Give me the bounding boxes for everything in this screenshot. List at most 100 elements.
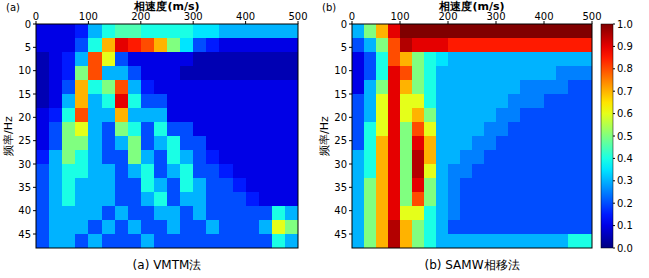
heatmap-cell (400, 38, 413, 53)
heatmap-cell (115, 178, 129, 193)
heatmap-cell (75, 38, 89, 53)
heatmap-cell (412, 66, 425, 81)
heatmap-cell (484, 108, 497, 123)
heatmap-cell (285, 38, 298, 53)
heatmap-cell (219, 234, 233, 248)
colorbar-tick (613, 46, 615, 47)
heatmap-cell (352, 80, 365, 95)
heatmap-cell (141, 24, 155, 39)
heatmap-cell (167, 52, 181, 67)
heatmap-cell (285, 150, 298, 165)
colorbar-tick-label: 0.5 (617, 131, 633, 142)
heatmap-cell (62, 206, 76, 221)
y-tick-label: 20 (334, 112, 347, 123)
heatmap-cell (219, 52, 233, 67)
figure: 0100200300400500051015202530354045相速度(m/… (0, 0, 649, 278)
heatmap-cell (472, 38, 485, 53)
heatmap-cell (412, 220, 425, 235)
heatmap-cell (141, 108, 155, 123)
heatmap-cell (508, 94, 521, 109)
colorbar-tick (613, 136, 615, 137)
heatmap-cell (272, 192, 286, 207)
y-axis-title: 频率/Hz (2, 116, 15, 156)
heatmap-cell (400, 178, 413, 193)
heatmap-cell (388, 122, 401, 137)
heatmap-cell (259, 234, 273, 248)
heatmap-cell (36, 52, 50, 67)
heatmap-cell (436, 24, 449, 39)
heatmap-cell (36, 164, 50, 179)
heatmap-cell (206, 220, 220, 235)
heatmap-cell (400, 206, 413, 221)
heatmap-cell (128, 192, 142, 207)
heatmap-cell (128, 122, 142, 137)
heatmap-cell (102, 94, 116, 109)
heatmap-cell (520, 108, 533, 123)
colorbar-tick-label: 0.9 (617, 41, 633, 52)
heatmap-cell (352, 122, 365, 137)
heatmap-cell (568, 220, 581, 235)
heatmap-cell (49, 122, 63, 137)
heatmap-cell (219, 24, 233, 39)
heatmap-cell (36, 192, 50, 207)
colorbar-tick (613, 203, 615, 204)
heatmap-cell (272, 38, 286, 53)
heatmap-cell (62, 220, 76, 235)
heatmap-cell (448, 220, 461, 235)
heatmap-cell (472, 122, 485, 137)
heatmap-cell (520, 220, 533, 235)
heatmap-cell (167, 80, 181, 95)
y-tick-label: 45 (18, 229, 31, 240)
heatmap-cell (259, 220, 273, 235)
heatmap-cell (460, 220, 473, 235)
heatmap-cell (128, 108, 142, 123)
heatmap-cell (448, 234, 461, 248)
heatmap-cell (352, 150, 365, 165)
heatmap-cell (472, 136, 485, 151)
heatmap-cell (246, 94, 260, 109)
heatmap-cell (193, 150, 207, 165)
colorbar-tick-label: 0.6 (617, 108, 633, 119)
heatmap-cell (448, 178, 461, 193)
heatmap-cell (568, 136, 581, 151)
heatmap-cell (496, 234, 509, 248)
heatmap-cell (532, 136, 545, 151)
heatmap-cell (102, 178, 116, 193)
y-tick-label: 10 (18, 65, 31, 76)
heatmap-cell (154, 52, 168, 67)
heatmap-cell (62, 94, 76, 109)
heatmap-cell (141, 234, 155, 248)
heatmap-cell (352, 234, 365, 248)
heatmap-cell (115, 108, 129, 123)
heatmap-cell (388, 234, 401, 248)
heatmap-cell (115, 38, 129, 53)
heatmap-cell (484, 94, 497, 109)
heatmap-cell (424, 150, 437, 165)
heatmap-cell (568, 150, 581, 165)
y-tick-label: 30 (18, 159, 31, 170)
heatmap-cell (102, 24, 116, 39)
heatmap-cell (115, 206, 129, 221)
heatmap-cell (484, 206, 497, 221)
heatmap-cell (388, 136, 401, 151)
y-tick-label: 0 (341, 19, 347, 30)
colorbar-tick-label: 0.1 (617, 220, 633, 231)
x-tick-label: 100 (390, 11, 409, 22)
heatmap-cell (364, 178, 377, 193)
heatmap-cell (436, 192, 449, 207)
heatmap-cell (400, 122, 413, 137)
heatmap-cell (352, 192, 365, 207)
y-tick (349, 117, 352, 118)
heatmap-cell (36, 220, 50, 235)
heatmap-cell (568, 24, 581, 39)
heatmap-cell (484, 122, 497, 137)
heatmap-cell (580, 178, 592, 193)
y-tick (33, 210, 36, 211)
heatmap-cell (556, 178, 569, 193)
heatmap-cell (580, 80, 592, 95)
heatmap-cell (141, 94, 155, 109)
heatmap-cell (496, 122, 509, 137)
heatmap-cell (154, 234, 168, 248)
heatmap-cell (364, 164, 377, 179)
heatmap-cell (246, 234, 260, 248)
